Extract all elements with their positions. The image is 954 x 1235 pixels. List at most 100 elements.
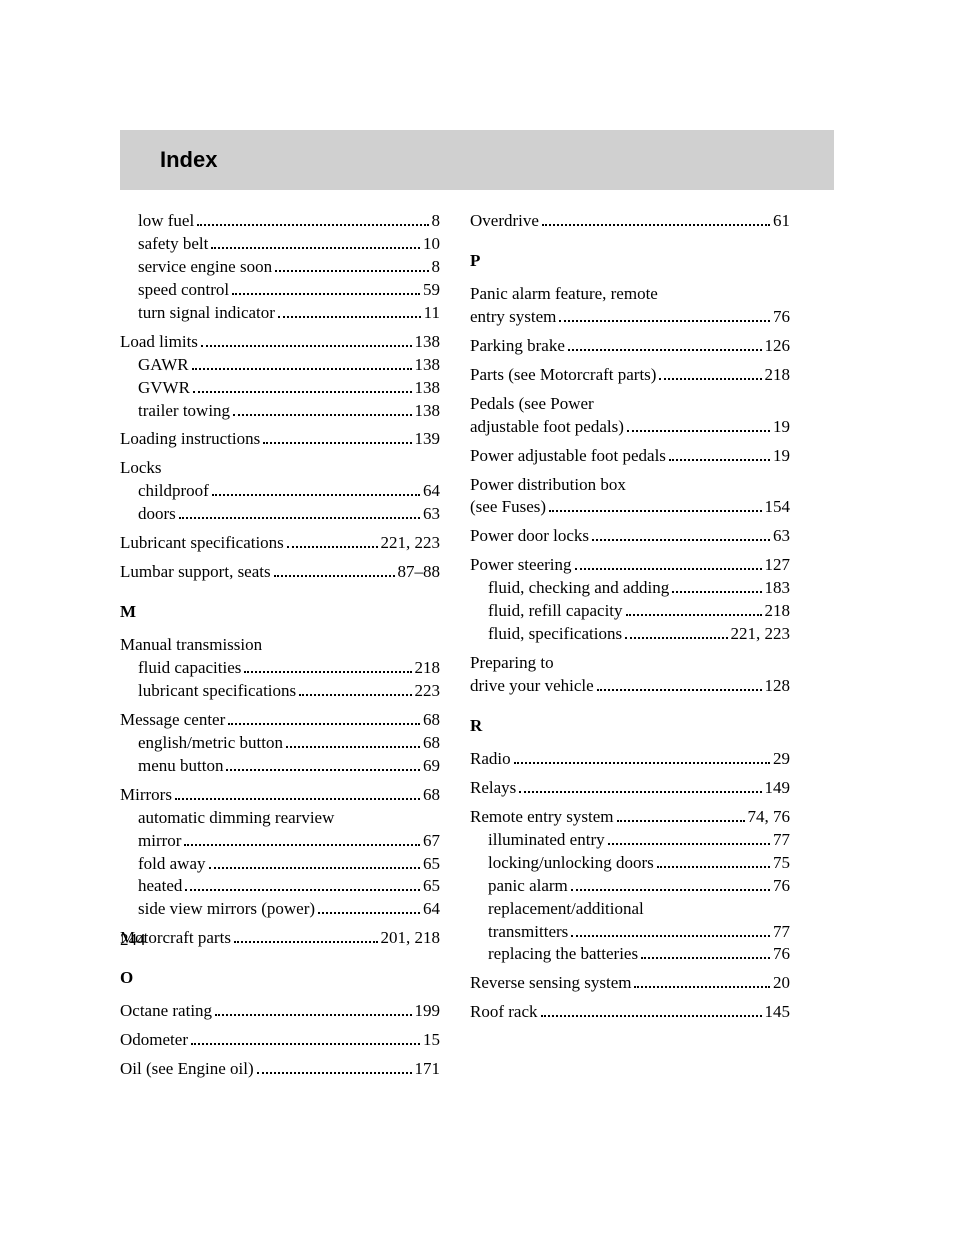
entry-page: 77: [773, 829, 790, 852]
entry-page: 10: [423, 233, 440, 256]
entry-page: 69: [423, 755, 440, 778]
index-entry: english/metric button68: [120, 732, 440, 755]
entry-page: 76: [773, 943, 790, 966]
entry-page: 201, 218: [381, 927, 441, 950]
entry-page: 218: [765, 600, 791, 623]
index-entry: speed control 59: [120, 279, 440, 302]
header-bar: Index: [120, 130, 834, 190]
entry-page: 218: [765, 364, 791, 387]
entry-page: 65: [423, 853, 440, 876]
index-entry: safety belt 10: [120, 233, 440, 256]
index-entry: Remote entry system 74, 76: [470, 806, 790, 829]
entry-label: Parking brake: [470, 335, 565, 358]
entry-page: 29: [773, 748, 790, 771]
entry-page: 76: [773, 875, 790, 898]
index-entry: turn signal indicator11: [120, 302, 440, 325]
index-entry: Odometer15: [120, 1029, 440, 1052]
entry-page: 138: [415, 354, 441, 377]
index-entry: Relays149: [470, 777, 790, 800]
entry-label: speed control: [138, 279, 229, 302]
entry-page: 138: [415, 400, 441, 423]
index-entry: fluid capacities218: [120, 657, 440, 680]
index-entry: fluid, refill capacity 218: [470, 600, 790, 623]
entry-page: 138: [415, 377, 441, 400]
entry-label: (see Fuses): [470, 496, 546, 519]
index-entry: Roof rack145: [470, 1001, 790, 1024]
letter-heading: O: [120, 968, 440, 988]
entry-page: 171: [415, 1058, 441, 1081]
entry-page: 183: [765, 577, 791, 600]
entry-label: mirror: [138, 830, 181, 853]
entry-label: Power adjustable foot pedals: [470, 445, 666, 468]
entry-page: 67: [423, 830, 440, 853]
index-entry: transmitters77: [470, 921, 790, 944]
entry-continuation: Power distribution box: [470, 474, 790, 497]
entry-label: side view mirrors (power): [138, 898, 315, 921]
entry-page: 221, 223: [731, 623, 791, 646]
page-number: 244: [120, 930, 146, 950]
entry-label: Radio: [470, 748, 511, 771]
index-entry: Loading instructions139: [120, 428, 440, 451]
index-entry: Lubricant specifications 221, 223: [120, 532, 440, 555]
index-entry: Mirrors 68: [120, 784, 440, 807]
right-column: Overdrive61 P Panic alarm feature, remot…: [470, 210, 790, 1081]
entry-page: 87–88: [398, 561, 441, 584]
entry-page: 68: [423, 784, 440, 807]
entry-page: 74, 76: [748, 806, 791, 829]
entry-label: Loading instructions: [120, 428, 260, 451]
index-entry: Parts (see Motorcraft parts) 218: [470, 364, 790, 387]
entry-label: Power door locks: [470, 525, 589, 548]
entry-label: Remote entry system: [470, 806, 614, 829]
entry-page: 15: [423, 1029, 440, 1052]
entry-label: illuminated entry: [488, 829, 605, 852]
index-entry: menu button 69: [120, 755, 440, 778]
entry-page: 154: [765, 496, 791, 519]
entry-label: fluid, refill capacity: [488, 600, 623, 623]
entry-page: 20: [773, 972, 790, 995]
index-entry: fold away65: [120, 853, 440, 876]
entry-label: heated: [138, 875, 182, 898]
index-entry: Radio 29: [470, 748, 790, 771]
entry-label: Load limits: [120, 331, 198, 354]
entry-label: Parts (see Motorcraft parts): [470, 364, 656, 387]
entry-page: 75: [773, 852, 790, 875]
entry-page: 221, 223: [381, 532, 441, 555]
entry-page: 223: [415, 680, 441, 703]
entry-label: Roof rack: [470, 1001, 538, 1024]
entry-page: 64: [423, 898, 440, 921]
index-entry: GVWR138: [120, 377, 440, 400]
index-entry: entry system76: [470, 306, 790, 329]
index-columns: low fuel8 safety belt 10 service engine s…: [120, 210, 834, 1081]
entry-label: Mirrors: [120, 784, 172, 807]
index-entry: Power steering127: [470, 554, 790, 577]
index-heading-text: Manual transmission: [120, 634, 440, 657]
entry-page: 138: [415, 331, 441, 354]
index-entry: Motorcraft parts201, 218: [120, 927, 440, 950]
entry-page: 19: [773, 445, 790, 468]
index-entry: drive your vehicle128: [470, 675, 790, 698]
entry-label: Lubricant specifications: [120, 532, 284, 555]
entry-page: 19: [773, 416, 790, 439]
index-heading-text: Locks: [120, 457, 440, 480]
entry-label: childproof: [138, 480, 209, 503]
entry-label: menu button: [138, 755, 223, 778]
entry-label: adjustable foot pedals): [470, 416, 624, 439]
entry-page: 59: [423, 279, 440, 302]
entry-page: 11: [424, 302, 440, 325]
entry-label: service engine soon: [138, 256, 272, 279]
entry-label: replacing the batteries: [488, 943, 638, 966]
entry-label: doors: [138, 503, 176, 526]
index-entry: Lumbar support, seats87–88: [120, 561, 440, 584]
entry-label: Octane rating: [120, 1000, 212, 1023]
entry-label: safety belt: [138, 233, 208, 256]
entry-label: entry system: [470, 306, 556, 329]
index-entry: side view mirrors (power) 64: [120, 898, 440, 921]
entry-page: 61: [773, 210, 790, 233]
entry-page: 68: [423, 732, 440, 755]
index-entry: Message center68: [120, 709, 440, 732]
entry-label: fluid capacities: [138, 657, 241, 680]
index-entry: fluid, specifications221, 223: [470, 623, 790, 646]
entry-label: Overdrive: [470, 210, 539, 233]
index-entry: low fuel8: [120, 210, 440, 233]
entry-label: Relays: [470, 777, 516, 800]
